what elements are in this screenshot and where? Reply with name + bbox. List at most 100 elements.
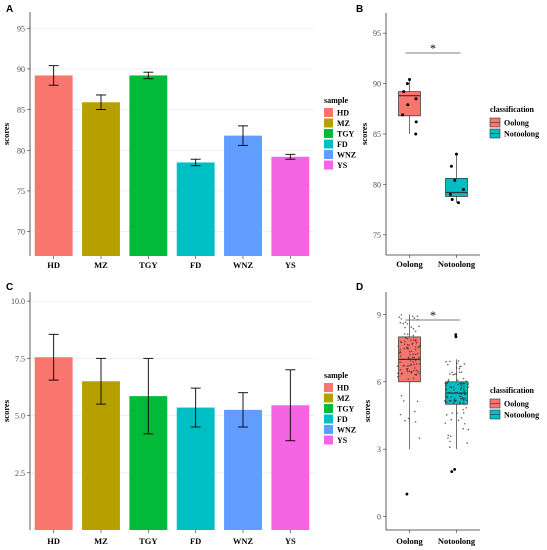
panel-b-data-point [450, 198, 454, 202]
panel-d-data-point [400, 318, 403, 320]
panel-c-category-label: FD [190, 536, 201, 546]
panel-d-data-point [448, 446, 451, 449]
panel-d-data-point [410, 326, 413, 328]
panel-d-data-point [450, 418, 453, 421]
panel-d-data-point [467, 428, 470, 431]
panel-a-legend-swatch [324, 108, 333, 117]
panel-d-data-point [450, 386, 453, 388]
panel-d-category-label: Notoolong [438, 536, 476, 546]
panel-c-legend-swatch [324, 404, 333, 413]
panel-a-plot-area [30, 12, 314, 256]
panel-d-data-point [458, 371, 461, 374]
panel-b-legend-label: Notoolong [504, 130, 539, 139]
panel-d-data-point [412, 369, 415, 372]
panel-d-data-point [460, 389, 462, 391]
panel-d-data-point [453, 399, 456, 402]
panel-d-data-point [460, 365, 462, 368]
panel-d-data-point [415, 362, 418, 365]
panel-b: B 75 80 85 90 95 scores Oolong Notoolong * classif… [356, 4, 539, 269]
panel-a-category-label: HD [47, 260, 60, 270]
panel-d-data-point [444, 382, 446, 385]
panel-d-data-point [398, 316, 401, 319]
panel-c-legend-label: HD [337, 384, 349, 393]
panel-d-data-point [459, 401, 461, 403]
panel-d-data-point [453, 389, 455, 391]
panel-d-data-point [458, 392, 461, 395]
panel-b-data-point [414, 132, 418, 136]
panel-d-outlier [454, 335, 458, 339]
panel-d-data-point [414, 330, 417, 333]
panel-a-category-label: WNZ [233, 260, 254, 270]
panel-d-data-point [462, 427, 465, 430]
panel-d-data-point [445, 360, 447, 363]
panel-d-data-point [400, 394, 403, 397]
panel-a-legend-label: TGY [337, 130, 355, 139]
panel-a-legend-swatch [324, 150, 333, 159]
panel-c-bar-fd [176, 407, 215, 530]
panel-d-data-point [458, 365, 461, 368]
panel-d-data-point [410, 360, 412, 362]
panel-d-data-point [459, 382, 461, 385]
panel-d-data-point [407, 417, 410, 420]
panel-b-legend-title: classification [490, 105, 535, 114]
panel-d-outlier [450, 470, 454, 474]
panel-b-ytick-label: 85 [373, 130, 381, 139]
panel-d-data-point [463, 422, 466, 425]
panel-d-data-point [415, 369, 418, 372]
panel-d-data-point [407, 348, 410, 350]
panel-a-ytick-label: 80 [17, 146, 25, 155]
panel-d-data-point [414, 353, 417, 356]
panel-d-data-point [463, 397, 466, 400]
panel-c-ytick-label: 2.5 [15, 469, 25, 478]
panel-d-data-point [399, 355, 402, 357]
panel-d-data-point [446, 401, 448, 404]
panel-a-bar-wnz [224, 135, 262, 256]
panel-d-data-point [451, 371, 453, 374]
panel-d-data-point [418, 363, 421, 365]
panel-d-outlier [453, 467, 457, 471]
panel-d-data-point [412, 377, 415, 380]
panel-d-data-point [408, 370, 411, 373]
panel-d-data-point [414, 367, 416, 369]
panel-c-legend-swatch [324, 435, 333, 445]
panel-d-data-point [412, 353, 415, 355]
panel-b-data-point [461, 187, 465, 191]
panel-c-bar-hd [34, 357, 73, 530]
panel-c-legend-label: YS [337, 436, 348, 445]
panel-a-legend-label: HD [337, 109, 349, 118]
panel-d-data-point [416, 352, 419, 355]
panel-d-data-point [461, 383, 464, 385]
panel-d-data-point [409, 353, 411, 356]
panel-d-data-point [397, 372, 399, 375]
panel-d-data-point [460, 371, 463, 373]
panel-d-data-point [406, 370, 409, 373]
panel-d-data-point [413, 317, 416, 320]
panel-c-bar-mz [82, 381, 120, 530]
panel-d-data-point [457, 383, 459, 386]
panel-d-data-point [398, 352, 401, 354]
panel-d-data-point [446, 396, 449, 399]
panel-d-data-point [414, 346, 417, 348]
panel-a-legend-label: WNZ [337, 151, 356, 160]
panel-d-significance-star: * [430, 308, 436, 322]
panel-d-data-point [457, 360, 460, 362]
panel-d-data-point [413, 356, 416, 359]
panel-d-data-point [411, 356, 414, 359]
panel-d-category-label: Oolong [396, 536, 423, 546]
panel-d-data-point [399, 321, 402, 324]
panel-b-data-point [448, 193, 452, 196]
panel-a-ytick-label: 95 [17, 24, 25, 33]
panel-a-y-label: scores [1, 122, 11, 145]
panel-d-data-point [413, 363, 415, 366]
panel-b-ytick-label: 75 [373, 231, 381, 240]
panel-d-data-point [459, 402, 462, 405]
panel-d-data-point [462, 408, 464, 411]
panel-d-data-point [414, 340, 417, 342]
panel-b-ytick-label: 95 [373, 29, 381, 38]
panel-d-data-point [402, 400, 405, 402]
panel-d-data-point [404, 321, 407, 323]
panel-d-data-point [396, 365, 399, 368]
panel-d-data-point [410, 339, 412, 342]
